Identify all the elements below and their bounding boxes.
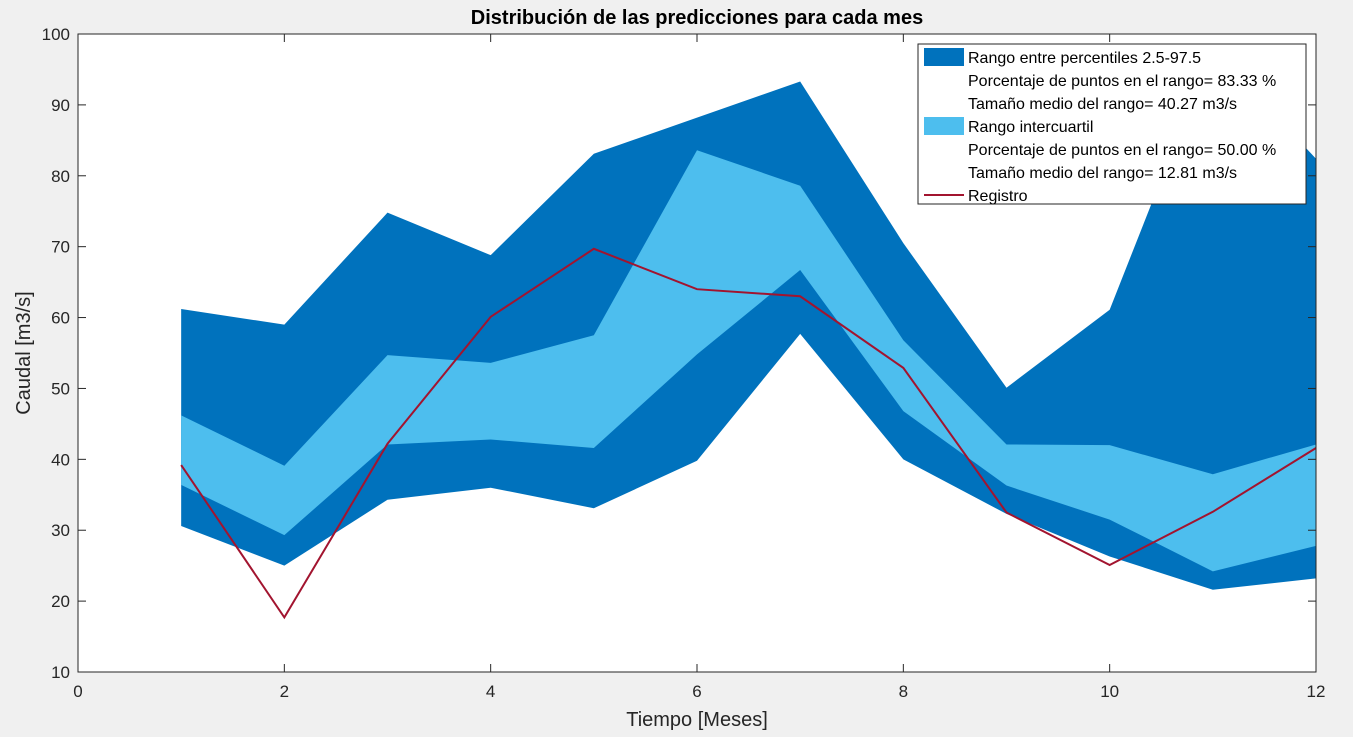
x-tick-label: 10: [1100, 682, 1119, 701]
y-tick-label: 90: [51, 96, 70, 115]
y-tick-label: 100: [42, 25, 70, 44]
legend-swatch: [924, 48, 964, 66]
y-tick-label: 70: [51, 238, 70, 257]
chart-title: Distribución de las predicciones para ca…: [471, 7, 923, 29]
series-line-1: [180, 247, 1317, 620]
legend-entry: Tamaño medio del rango= 12.81 m3/s: [968, 165, 1237, 182]
x-tick-label: 4: [486, 682, 495, 701]
y-tick-label: 60: [51, 309, 70, 328]
legend-entry: Tamaño medio del rango= 40.27 m3/s: [968, 96, 1237, 113]
legend-box: [917, 43, 1307, 205]
y-axis: 10 20 30 40 50 60 70 80 90 100: [42, 25, 1316, 682]
x-tick-label: 12: [1307, 682, 1326, 701]
band-layer: [181, 48, 1317, 590]
legend-entry: Porcentaje de puntos en el rango= 50.00 …: [968, 142, 1276, 159]
x-tick-label: 6: [692, 682, 701, 701]
x-axis: 0 2 4 6 8 10 12: [73, 34, 1325, 701]
x-axis-label: Tiempo [Meses]: [626, 709, 768, 731]
y-tick-label: 20: [51, 592, 70, 611]
legend-entry: Rango intercuartil: [968, 119, 1093, 136]
y-tick-label: 10: [51, 663, 70, 682]
legend-entry: Rango entre percentiles 2.5-97.5: [968, 50, 1201, 67]
x-tick-label: 2: [280, 682, 289, 701]
legend: Rango entre percentiles 2.5-97.5 Porcenta…: [917, 43, 1307, 205]
legend-swatch: [924, 117, 964, 135]
y-tick-label: 40: [51, 450, 70, 469]
y-tick-label: 50: [51, 379, 70, 398]
y-tick-label: 80: [51, 167, 70, 186]
line-layer: [180, 247, 1317, 620]
legend-entry: Porcentaje de puntos en el rango= 83.33 …: [968, 73, 1276, 90]
legend-entry: Registro: [968, 188, 1028, 205]
band-2: [181, 150, 1317, 572]
x-tick-label: 0: [73, 682, 82, 701]
y-axis-label: Caudal [m3/s]: [13, 291, 35, 414]
y-tick-label: 30: [51, 521, 70, 540]
x-tick-label: 8: [899, 682, 908, 701]
